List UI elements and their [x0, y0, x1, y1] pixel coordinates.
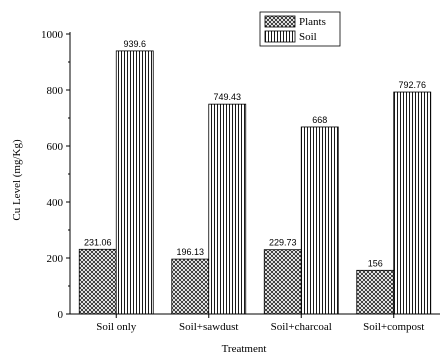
bar-soil	[393, 91, 432, 315]
y-ticks-group: 0 200 400 600 800 1000	[41, 29, 70, 321]
x-tick-label: Soil+sawdust	[179, 321, 238, 333]
data-label-soil: 749.43	[213, 92, 241, 102]
x-tick-label: Soil+charcoal	[271, 321, 332, 333]
y-tick-label: 200	[47, 253, 64, 265]
bar-plants	[356, 269, 395, 315]
legend-label-soil: Soil	[299, 31, 317, 43]
data-labels-group: 231.06 939.6 196.13 749.43 229.73 668 156 792.7…	[84, 39, 426, 268]
data-label-soil: 668	[312, 115, 327, 125]
x-axis-title: Treatment	[222, 343, 267, 355]
x-axis: Soil only Soil+sawdust Soil+charcoal Soil+c…	[70, 313, 440, 333]
bar-plants	[263, 249, 302, 315]
bars-group	[78, 50, 432, 315]
x-tick-label: Soil only	[96, 321, 137, 333]
plot-area: 231.06 939.6 196.13 749.43 229.73 668 156 792.7…	[78, 39, 432, 315]
legend-label-plants: Plants	[299, 16, 326, 28]
bar-soil	[300, 126, 339, 315]
data-label-soil: 792.76	[398, 80, 426, 90]
data-label-soil: 939.6	[123, 39, 146, 49]
y-axis: 0 200 400 600 800 1000	[41, 29, 71, 321]
bar-plants	[171, 258, 210, 315]
x-ticks-group: Soil only Soil+sawdust Soil+charcoal Soil+c…	[96, 314, 424, 333]
y-tick-label: 0	[58, 309, 64, 321]
legend-swatch-plants	[264, 15, 296, 28]
bar-plants	[78, 248, 117, 315]
data-label-plants: 229.73	[269, 238, 297, 248]
y-tick-label: 1000	[41, 29, 64, 41]
legend-swatch-soil	[264, 30, 296, 43]
bar-soil	[115, 50, 154, 315]
bar-soil	[208, 103, 247, 315]
legend: Plants Soil	[259, 11, 341, 47]
y-tick-label: 800	[47, 85, 64, 97]
x-tick-label: Soil+compost	[363, 321, 424, 333]
y-axis-title: Cu Level (mg/Kg)	[11, 139, 23, 221]
data-label-plants: 231.06	[84, 237, 112, 247]
data-label-plants: 156	[368, 258, 383, 268]
y-tick-label: 400	[47, 197, 64, 209]
data-label-plants: 196.13	[176, 247, 204, 257]
y-tick-label: 600	[47, 141, 64, 153]
